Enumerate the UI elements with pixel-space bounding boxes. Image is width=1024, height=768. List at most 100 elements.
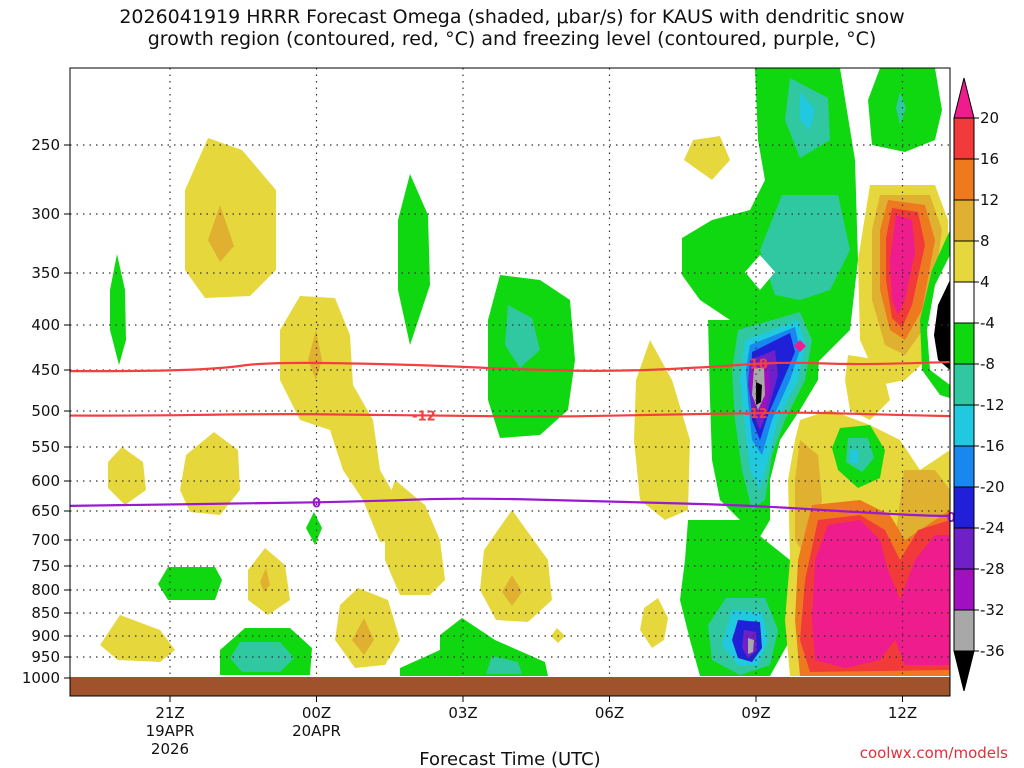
omega-blob [185,138,276,298]
omega-blob [398,174,430,345]
y-tick-label: 350 [31,264,60,282]
omega-blob [756,382,762,405]
x-tick-date: 19APR [146,722,195,740]
y-tick-label: 900 [31,627,60,645]
omega-blob [800,92,815,130]
colorbar-tick-label: -36 [980,642,1005,660]
colorbar-swatch [953,486,975,529]
x-tick-label: 06Z [595,704,624,722]
colorbar-tick-label: -28 [980,560,1005,578]
gridlines [70,68,950,677]
omega-blob [812,520,950,668]
x-tick-date: 20APR [292,722,341,740]
title-line-1: 2026041919 HRRR Forecast Omega (shaded, … [119,6,905,28]
y-tick-label: 300 [31,205,60,223]
y-tick-label: 1000 [22,669,60,687]
colorbar-tick-label: 20 [980,109,999,127]
colorbar-tick-label: 12 [980,191,999,209]
y-tick-label: 450 [31,361,60,379]
y-tick-label: 700 [31,531,60,549]
colorbar: 20 16 12 8 4 -4 -8 -12 -16 -20 -24 -28 -32 -36 [953,77,1005,692]
y-tick-label: 800 [31,581,60,599]
y-tick-label: 600 [31,472,60,490]
omega-blob [896,92,906,125]
y-tick-label: 750 [31,557,60,575]
omega-blob [260,568,270,592]
omega-blob [480,510,552,622]
x-axis-title: Forecast Time (UTC) [419,749,600,768]
y-tick-label: 400 [31,316,60,334]
omega-blob [158,567,222,600]
ground-band [70,677,950,696]
omega-blob [845,355,890,420]
colorbar-swatch [953,527,975,570]
x-tick-label: 03Z [448,704,477,722]
title-line-2: growth region (contoured, red, °C) and f… [147,28,877,50]
colorbar-swatch [953,568,975,611]
omega-blob [684,136,730,180]
colorbar-swatch [953,281,975,324]
dgz-lower-contour [70,411,950,418]
colorbar-swatch [953,117,975,160]
y-tick-label: 550 [31,438,60,456]
colorbar-swatch [953,199,975,242]
omega-blob [108,447,146,505]
omega-blob [486,656,522,674]
freezing-level-contour [70,497,950,518]
colorbar-tick-label: -20 [980,478,1005,496]
colorbar-swatch [953,445,975,488]
colorbar-tick-label: 16 [980,150,999,168]
colorbar-tick-label: 4 [980,273,990,291]
x-tick-label: 12Z [888,704,917,722]
contour-label: -18 [744,358,768,373]
dgz-upper-contour [70,360,950,373]
omega-blob [208,205,234,262]
omega-blob [850,450,858,465]
omega-blob [306,512,322,545]
contour-label: 0 [312,496,321,511]
colorbar-tick-label: -4 [980,314,995,332]
colorbar-tick-label: -16 [980,437,1005,455]
x-tick-year: 2026 [151,740,189,758]
omega-blob [640,598,668,648]
omega-blob [385,480,445,595]
omega-blob [180,432,240,515]
colorbar-swatch [953,158,975,201]
colorbar-swatch [953,240,975,283]
colorbar-top-arrow [953,77,975,119]
y-tick-label: 850 [31,604,60,622]
colorbar-tick-label: 8 [980,232,990,250]
colorbar-swatch [953,322,975,365]
omega-blob [100,615,175,662]
colorbar-swatch [953,363,975,406]
colorbar-tick-label: -8 [980,355,995,373]
y-tick-label: 250 [31,136,60,154]
omega-blob [400,618,548,676]
colorbar-tick-label: -12 [980,396,1005,414]
y-axis: 250 300 350 400 450 500 550 600 650 700 750 800 850 9… [22,136,70,687]
omega-blob [634,340,690,520]
chart-title: 2026041919 HRRR Forecast Omega (shaded, … [0,6,1024,50]
omega-blob [308,330,322,380]
omega-blob [760,195,850,300]
plot-frame [69,67,951,697]
colorbar-tick-label: -32 [980,601,1005,619]
contour-lines: -18 -12 -12 0 0 [70,358,956,526]
omega-blob [748,638,754,654]
y-tick-label: 500 [31,402,60,420]
omega-blob [230,642,294,672]
credit-text: coolwx.com/models [859,744,1008,762]
contour-label: -12 [744,407,768,422]
x-tick-label: 21Z [155,704,184,722]
colorbar-swatch [953,609,975,652]
omega-shading [100,68,950,676]
omega-blob [794,340,806,352]
colorbar-swatch [953,404,975,447]
x-tick-label: 00Z [302,704,331,722]
y-tick-label: 950 [31,648,60,666]
x-tick-label: 09Z [741,704,770,722]
omega-blob [890,215,915,315]
omega-blob [846,438,874,472]
